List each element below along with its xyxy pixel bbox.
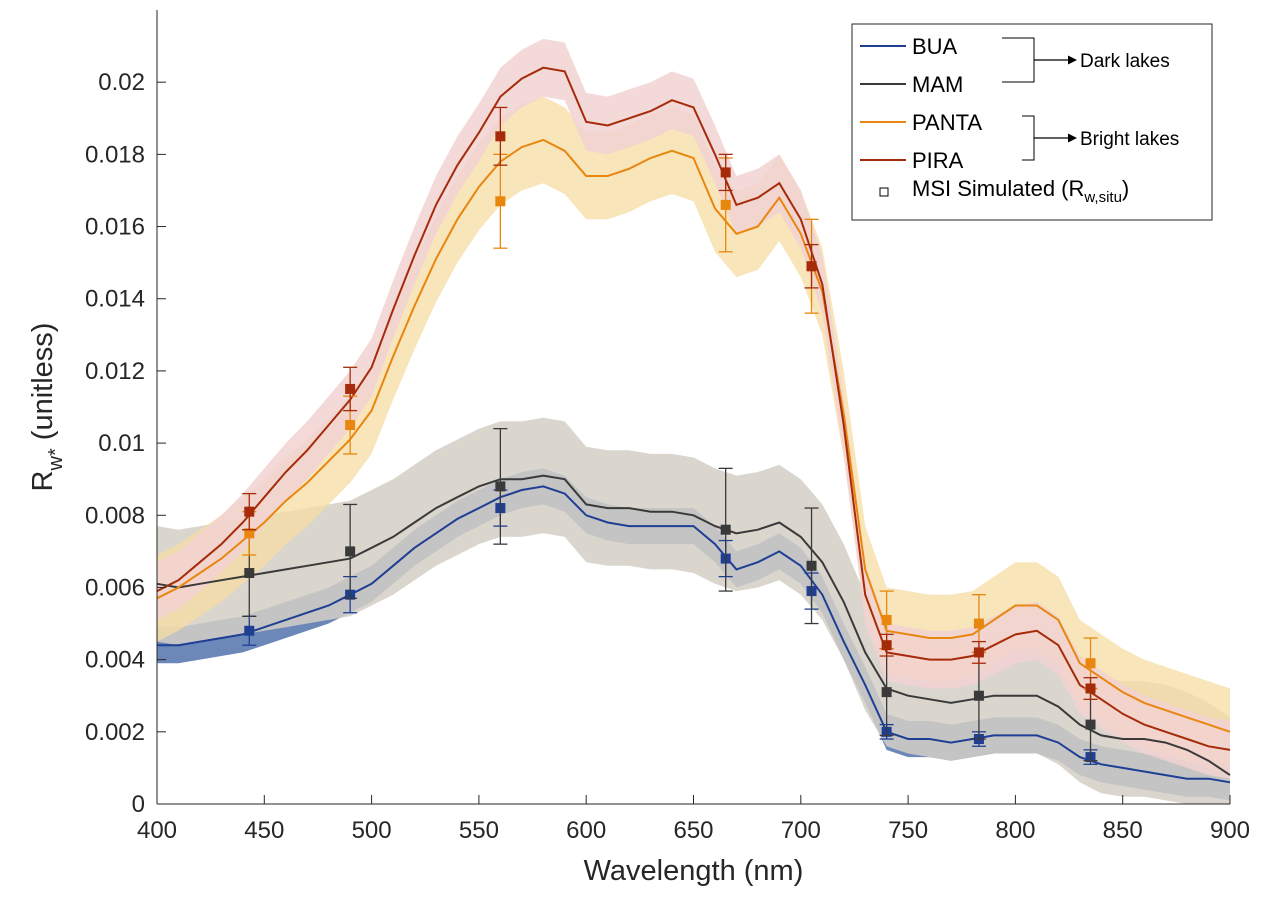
- legend-box: [851, 23, 1213, 221]
- x-tick-label: 600: [566, 817, 606, 844]
- line-bua: [157, 485, 1231, 784]
- y-tick-label: 0.008: [85, 502, 145, 529]
- msi-marker: [881, 614, 892, 625]
- legend-label-pira: PIRA: [912, 148, 964, 173]
- group-label: Dark lakes: [1080, 51, 1170, 72]
- legend-label-bua: BUA: [912, 34, 958, 59]
- msi-marker: [973, 618, 984, 629]
- group-label: Bright lakes: [1080, 129, 1179, 150]
- legend-msi-sub: w,situ: [1083, 189, 1122, 206]
- msi-marker: [881, 687, 892, 698]
- y-tick-label: 0.016: [85, 214, 145, 241]
- y-axis-title: Rw* (unitless): [27, 323, 67, 492]
- x-tick-label: 550: [459, 817, 499, 844]
- legend: BUA MAM PANTA PIRA MSI Simulated (Rw,situ) Da…: [851, 23, 1213, 221]
- axes: 400 450 500 550 600 650 700 750 800 850 900 0 0.002 0…: [27, 10, 1250, 887]
- msi-marker: [244, 506, 255, 517]
- y-tick-label: 0.002: [85, 719, 145, 746]
- line-pira: [156, 66, 1231, 751]
- msi-point-mam: [343, 503, 358, 599]
- msi-marker: [495, 196, 506, 207]
- x-tick-label: 500: [352, 817, 392, 844]
- x-tick-label: 900: [1210, 817, 1250, 844]
- msi-marker: [345, 383, 356, 394]
- legend-msi-main: MSI Simulated (R: [912, 176, 1084, 201]
- msi-point-pira: [804, 243, 819, 289]
- msi-marker: [1085, 658, 1096, 669]
- legend-msi-marker: [879, 187, 889, 197]
- legend-group-bright: Bright lakes: [1022, 115, 1179, 161]
- x-axis-title: Wavelength (nm): [584, 855, 804, 887]
- msi-point-pira: [879, 633, 894, 657]
- msi-point-pira: [493, 106, 508, 166]
- msi-point-pira: [1083, 677, 1098, 700]
- msi-point-pira: [343, 366, 358, 412]
- msi-point-pira: [718, 153, 733, 192]
- legend-group-dark: Dark lakes: [1002, 37, 1170, 83]
- spectra-lines: [156, 66, 1231, 784]
- msi-marker: [720, 167, 731, 178]
- y-axis-title-rest: (unitless): [27, 323, 59, 449]
- msi-point-mam: [493, 428, 508, 545]
- msi-point-mam: [718, 467, 733, 592]
- legend-label-msi: MSI Simulated (Rw,situ): [912, 176, 1129, 206]
- x-tick-label: 850: [1103, 817, 1143, 844]
- y-axis-title-main: R: [27, 470, 59, 491]
- msi-marker: [806, 261, 817, 272]
- x-tick-label: 400: [137, 817, 177, 844]
- y-tick-label: 0.006: [85, 574, 145, 601]
- msi-point-pira: [971, 640, 986, 664]
- msi-marker: [244, 568, 255, 579]
- x-tick-label: 650: [673, 817, 713, 844]
- msi-simulated-points: [242, 106, 1098, 765]
- msi-marker: [345, 546, 356, 557]
- y-axis-title-sub: w*: [45, 448, 67, 471]
- x-tick-label: 450: [244, 817, 284, 844]
- y-tick-label: 0: [132, 791, 145, 818]
- msi-marker: [720, 524, 731, 535]
- msi-marker: [495, 131, 506, 142]
- msi-marker: [244, 625, 255, 636]
- arrow-right-icon: [1068, 55, 1077, 65]
- msi-marker: [495, 481, 506, 492]
- y-tick-label: 0.01: [98, 430, 145, 457]
- msi-marker: [720, 199, 731, 210]
- legend-msi-rest: ): [1122, 176, 1129, 201]
- y-tick-label: 0.012: [85, 358, 145, 385]
- x-tick-label: 700: [781, 817, 821, 844]
- line-panta: [156, 138, 1231, 733]
- y-tick-label: 0.02: [98, 69, 145, 96]
- line-mam: [156, 474, 1231, 776]
- y-tick-label: 0.004: [85, 647, 145, 674]
- msi-marker: [345, 420, 356, 431]
- legend-label-panta: PANTA: [912, 110, 982, 135]
- msi-point-pira: [242, 492, 257, 531]
- legend-label-mam: MAM: [912, 72, 963, 97]
- msi-marker: [806, 560, 817, 571]
- band-pira: [157, 38, 1230, 779]
- msi-point-mam: [804, 507, 819, 625]
- y-tick-label: 0.018: [85, 141, 145, 168]
- x-tick-label: 800: [995, 817, 1035, 844]
- msi-point-panta: [493, 153, 508, 249]
- msi-marker: [881, 640, 892, 651]
- arrow-right-icon: [1068, 133, 1077, 143]
- msi-marker: [973, 690, 984, 701]
- msi-marker: [1085, 683, 1096, 694]
- x-tick-label: 750: [888, 817, 928, 844]
- band-panta: [157, 96, 1230, 776]
- msi-marker: [1085, 719, 1096, 730]
- msi-marker: [973, 647, 984, 658]
- y-tick-label: 0.014: [85, 286, 145, 313]
